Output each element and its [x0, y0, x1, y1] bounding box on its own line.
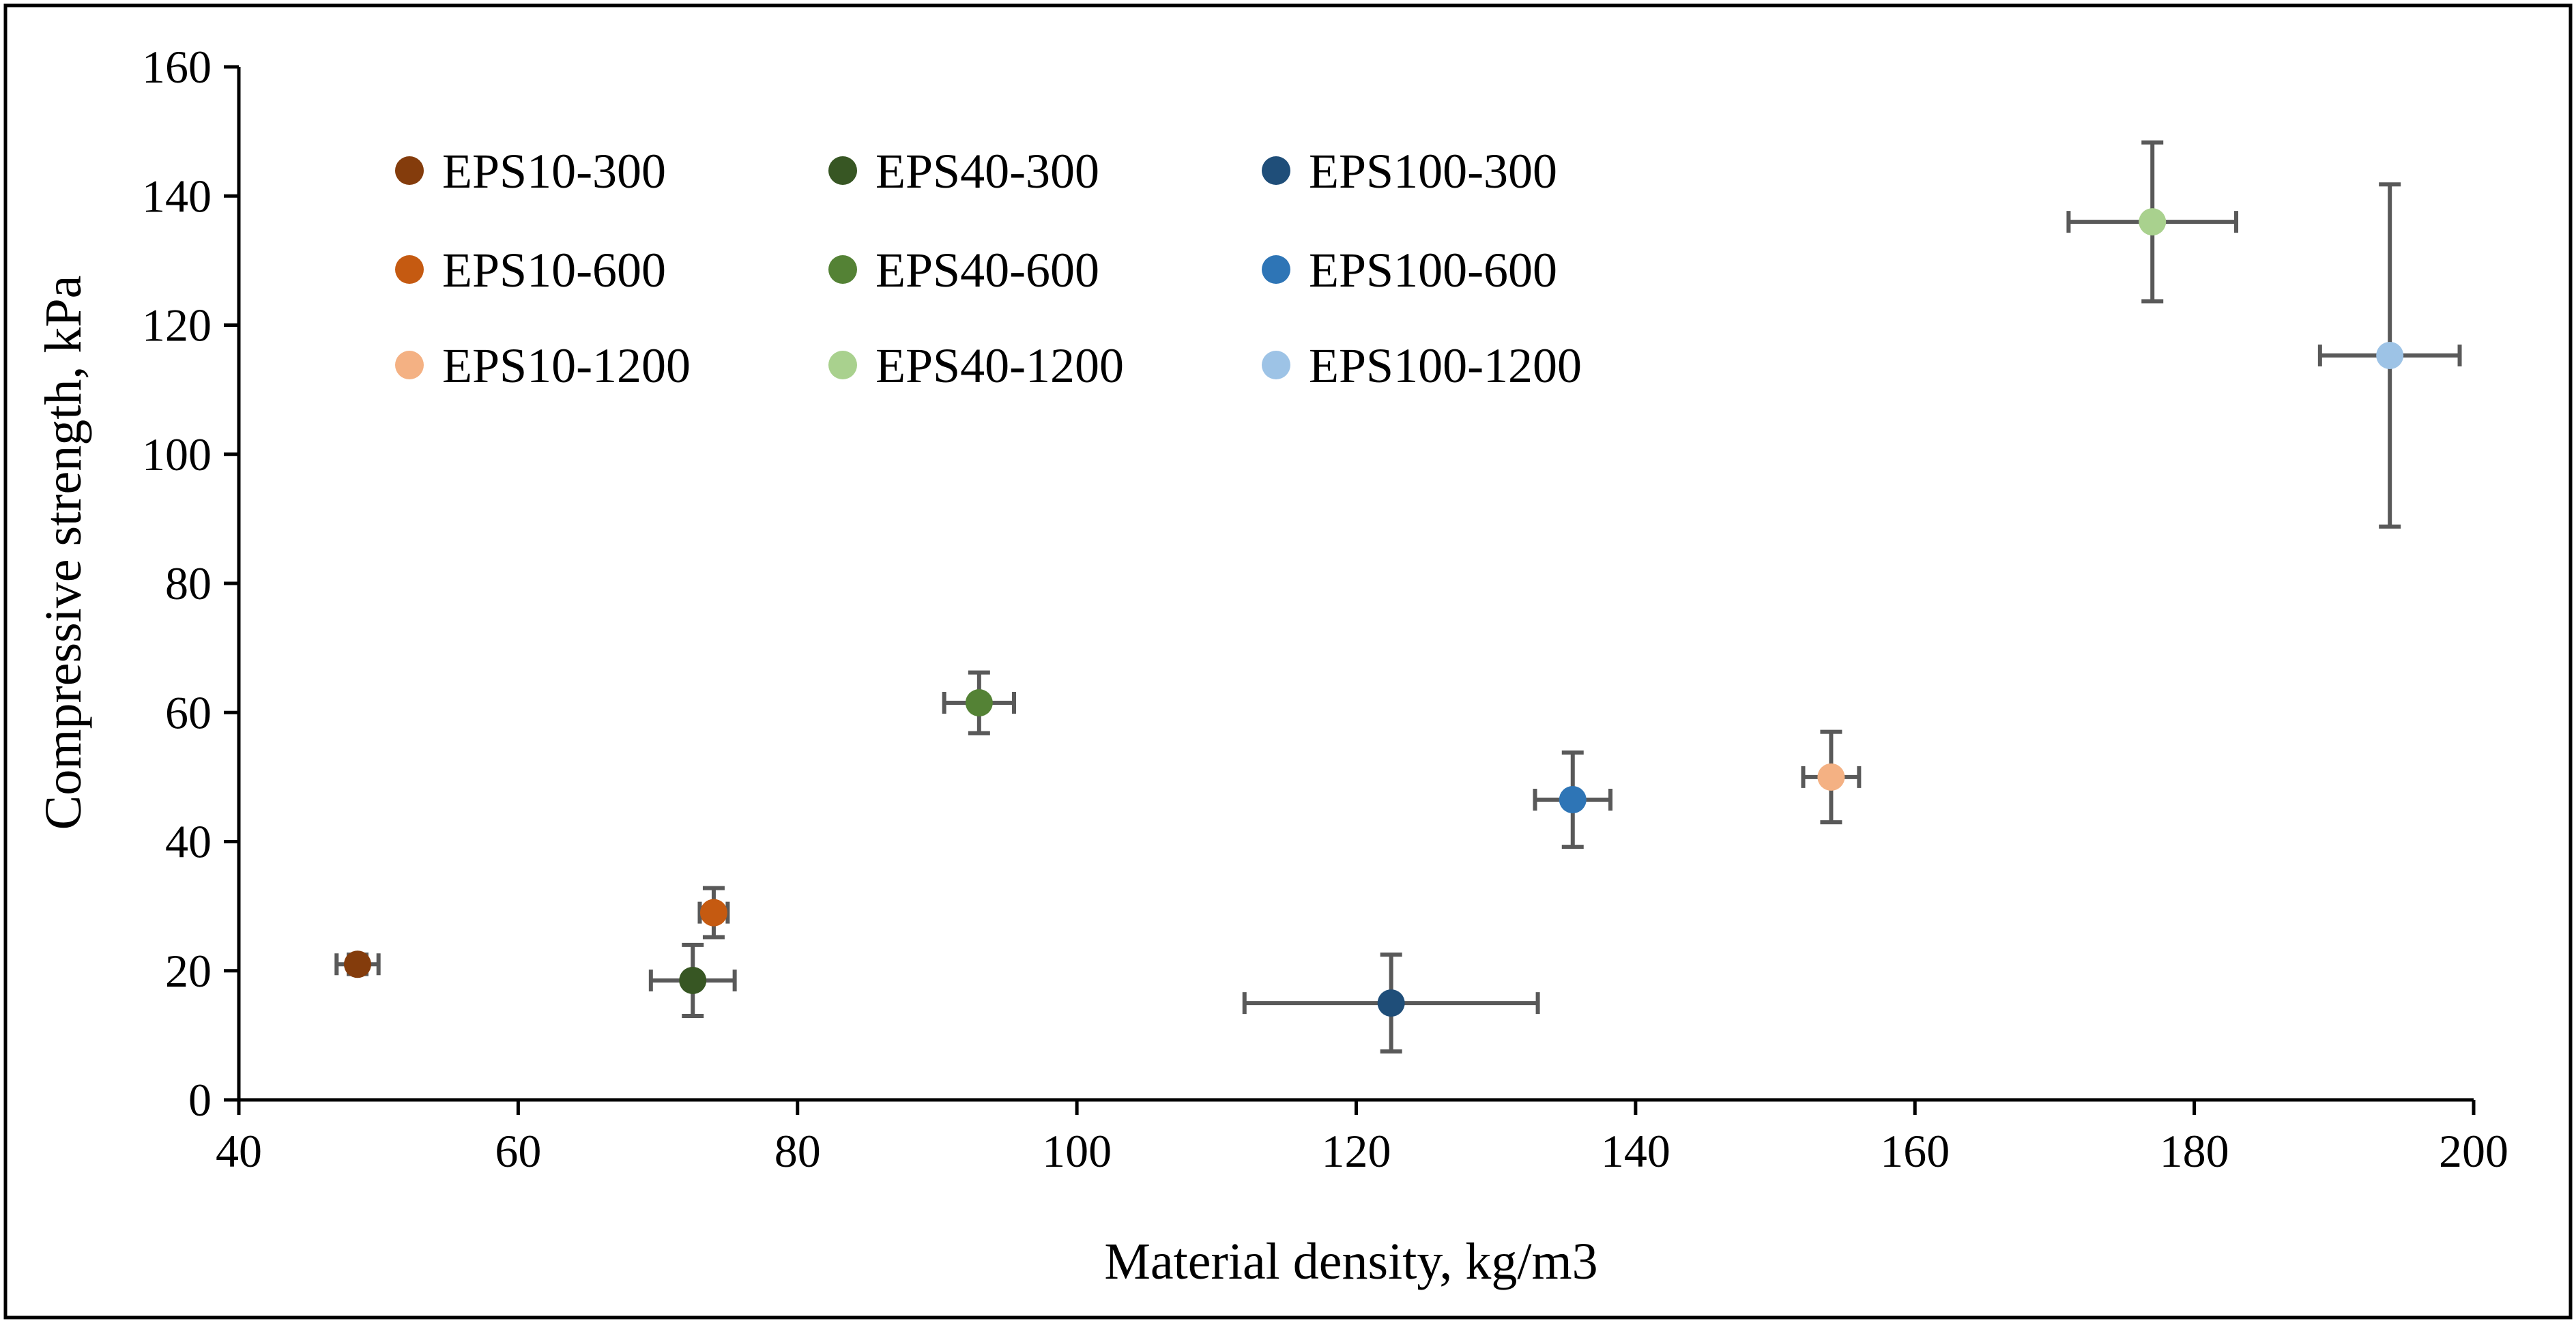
legend-item-eps100-600: EPS100-600 [1262, 243, 1557, 297]
legend-item-eps100-1200: EPS100-1200 [1262, 338, 1582, 393]
legend-label: EPS10-300 [442, 144, 666, 199]
legend-item-eps10-1200: EPS10-1200 [395, 338, 691, 393]
legend-label: EPS40-300 [875, 144, 1099, 199]
x-axis-title: Material density, kg/m3 [1104, 1233, 1597, 1290]
legend-label: EPS100-600 [1309, 243, 1557, 297]
legend-label: EPS40-600 [875, 243, 1099, 297]
legend-item-eps40-300: EPS40-300 [828, 144, 1099, 199]
legend-marker [828, 255, 857, 284]
data-point-eps10-600 [699, 899, 727, 927]
legend-label: EPS40-1200 [875, 338, 1124, 393]
x-tick-label: 80 [775, 1125, 821, 1177]
legend-item-eps40-1200: EPS40-1200 [828, 338, 1124, 393]
data-point-eps40-600 [965, 689, 993, 717]
legend-marker [395, 156, 424, 185]
data-point-eps40-1200 [2139, 208, 2167, 236]
legend-marker [395, 351, 424, 379]
y-tick-label: 140 [142, 170, 212, 222]
y-tick-label: 0 [188, 1074, 212, 1126]
legend-marker [828, 351, 857, 379]
y-tick-label: 120 [142, 300, 212, 351]
legend: EPS10-300 EPS40-300 EPS100-300 EPS10-600 EPS… [395, 144, 1582, 393]
y-axis-title: Compressive strength, kPa [35, 276, 92, 830]
data-point-eps10-1200 [1817, 763, 1845, 791]
y-tick-label: 40 [165, 816, 212, 868]
axes: 0 20 40 60 80 100 120 140 160 40 60 80 100 120 140 160 1… [142, 41, 2508, 1177]
x-tick-label: 180 [2160, 1125, 2229, 1177]
legend-item-eps40-600: EPS40-600 [828, 243, 1099, 297]
data-point-eps10-300 [343, 950, 371, 978]
legend-marker [1262, 156, 1290, 185]
legend-item-eps100-300: EPS100-300 [1262, 144, 1557, 199]
legend-label: EPS100-1200 [1309, 338, 1582, 393]
y-tick-label: 160 [142, 41, 212, 93]
x-tick-label: 40 [216, 1125, 262, 1177]
x-tick-label: 140 [1601, 1125, 1670, 1177]
legend-item-eps10-300: EPS10-300 [395, 144, 666, 199]
legend-item-eps10-600: EPS10-600 [395, 243, 666, 297]
data-points [343, 208, 2404, 1017]
x-tick-label: 200 [2439, 1125, 2508, 1177]
legend-marker [828, 156, 857, 185]
legend-label: EPS100-300 [1309, 144, 1557, 199]
legend-marker [1262, 255, 1290, 284]
y-tick-label: 60 [165, 686, 212, 738]
y-tick-label: 20 [165, 945, 212, 997]
legend-label: EPS10-1200 [442, 338, 691, 393]
legend-marker [395, 255, 424, 284]
legend-marker [1262, 351, 1290, 379]
data-point-eps100-600 [1559, 785, 1587, 813]
chart-frame [3, 3, 2573, 1320]
x-tick-label: 100 [1042, 1125, 1112, 1177]
y-tick-label: 80 [165, 557, 212, 609]
data-point-eps100-1200 [2376, 341, 2404, 369]
legend-label: EPS10-600 [442, 243, 666, 297]
x-tick-label: 60 [495, 1125, 541, 1177]
x-tick-label: 160 [1880, 1125, 1950, 1177]
y-tick-label: 100 [142, 428, 212, 480]
data-point-eps100-300 [1377, 989, 1405, 1017]
x-tick-label: 120 [1322, 1125, 1391, 1177]
data-point-eps40-300 [679, 966, 707, 994]
